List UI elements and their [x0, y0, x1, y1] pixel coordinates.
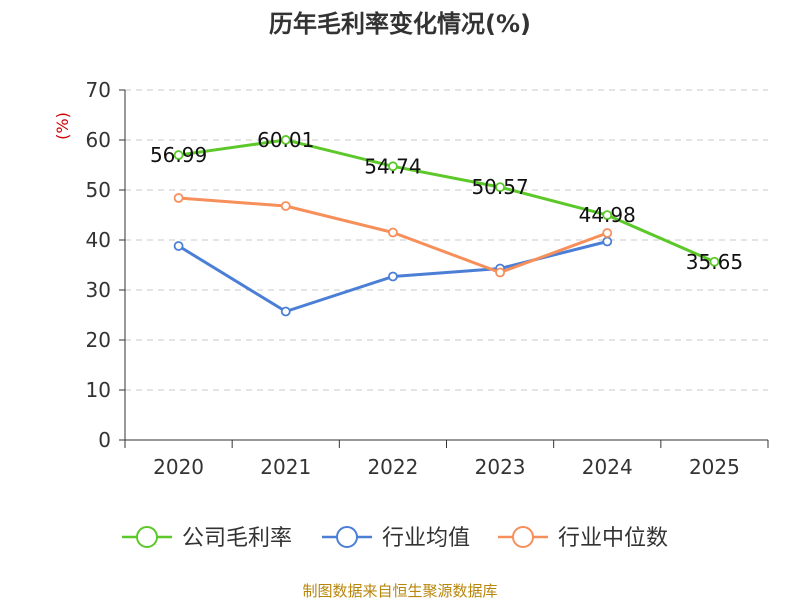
series-company-gross-margin [173, 135, 720, 267]
y-tick-label: 40 [86, 228, 111, 252]
data-label: 35.65 [686, 250, 743, 274]
data-point [173, 150, 184, 160]
chart-title: 历年毛利率变化情况(%) [269, 10, 531, 38]
axes [119, 89, 769, 448]
y-axis-unit-label: (%) [53, 112, 72, 140]
data-point [709, 256, 720, 267]
series-line [178, 138, 716, 264]
data-point [602, 236, 613, 247]
data-point [388, 161, 398, 172]
x-tick-label: 2025 [689, 455, 740, 479]
series-industry-median [173, 193, 613, 278]
y-tick-label: 20 [86, 328, 111, 352]
series-industry-mean [173, 236, 613, 317]
data-point [173, 193, 184, 203]
legend-label: 公司毛利率 [182, 526, 292, 551]
y-axis-tick-labels: 0 10 20 30 40 50 60 70 [86, 78, 111, 452]
x-tick-label: 2024 [582, 455, 633, 479]
legend-swatch-marker [136, 526, 158, 548]
y-tick-label: 60 [86, 128, 111, 152]
y-tick-label: 10 [86, 378, 111, 402]
data-point [495, 182, 505, 193]
legend-label: 行业均值 [382, 526, 470, 551]
data-labels: 56.99 60.01 54.74 50.57 44.98 35.65 [150, 128, 743, 274]
legend-item: 行业中位数 [498, 526, 668, 551]
data-point [602, 210, 613, 221]
data-point [280, 135, 291, 145]
data-point [280, 306, 291, 317]
y-tick-label: 30 [86, 278, 111, 302]
x-tick-label: 2022 [367, 455, 418, 479]
source-note: 制图数据来自恒生聚源数据库 [302, 582, 497, 600]
data-point [602, 228, 613, 238]
data-label: 50.57 [471, 175, 528, 199]
series-group [173, 135, 720, 317]
x-tick-label: 2023 [475, 455, 526, 479]
legend: 公司毛利率 行业均值 行业中位数 [122, 526, 668, 551]
data-label: 54.74 [364, 154, 421, 178]
y-tick-label: 70 [86, 78, 111, 102]
legend-item: 公司毛利率 [122, 526, 292, 551]
legend-item: 行业均值 [322, 526, 470, 551]
data-label: 44.98 [579, 203, 636, 227]
legend-label: 行业中位数 [558, 526, 668, 551]
legend-swatch-marker [336, 526, 358, 548]
data-point [388, 227, 398, 238]
data-point [280, 201, 291, 211]
y-tick-label: 50 [86, 178, 111, 202]
x-tick-label: 2020 [153, 455, 204, 479]
legend-swatch-marker [512, 526, 534, 548]
data-point [495, 267, 505, 278]
gridlines [125, 89, 768, 391]
data-point [173, 241, 184, 251]
data-label: 56.99 [150, 143, 207, 167]
data-point [388, 271, 398, 282]
x-tick-label: 2021 [260, 455, 311, 479]
data-label: 60.01 [257, 128, 314, 152]
x-axis-tick-labels: 2020 2021 2022 2023 2024 2025 [153, 455, 740, 479]
y-tick-label: 0 [98, 428, 111, 452]
